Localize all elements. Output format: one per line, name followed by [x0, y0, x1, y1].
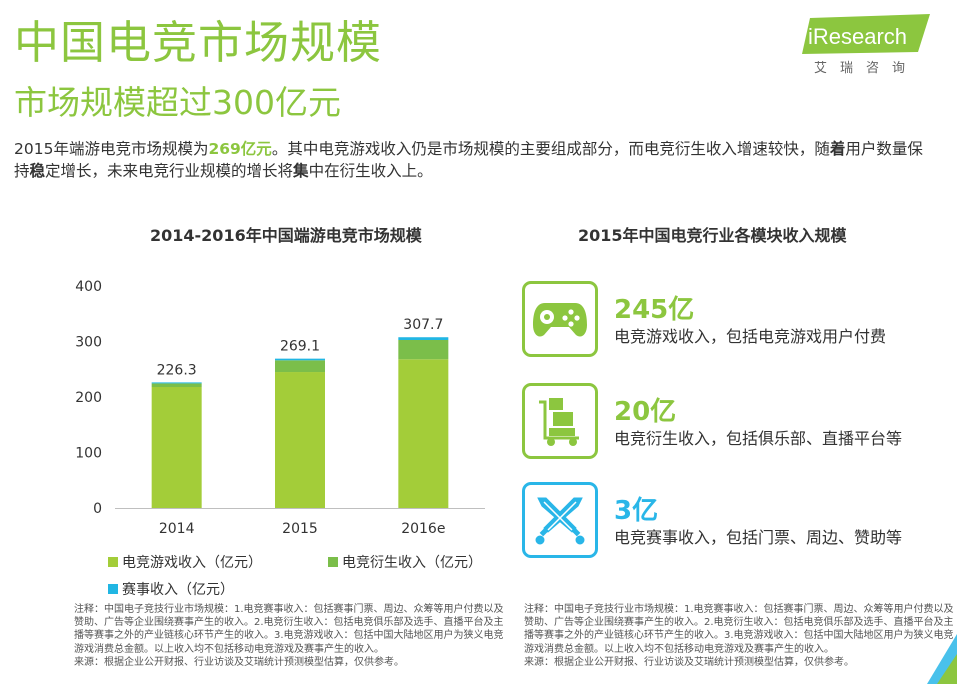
legend-swatch-derivative: [328, 557, 338, 567]
bar-derivative-2014: [151, 383, 202, 388]
legend-item-event: 赛事收入（亿元）: [108, 579, 234, 599]
right-note-text: 注释：中国电子竞技行业市场规模：1.电竞赛事收入：包括赛事门票、周边、众筹等用户…: [524, 604, 954, 655]
bar-total-label: 269.1: [280, 339, 320, 355]
corner-decoration-icon: [927, 634, 957, 684]
intro-bold-1: 着: [829, 140, 846, 158]
intro-text-1: 2015年端游电竞市场规模为: [14, 140, 209, 158]
module-derivative-desc: 电竞衍生收入，包括俱乐部、直播平台等: [614, 429, 903, 448]
intro-text-4: 定增长，未来电竞行业规模的增长将: [45, 162, 294, 180]
y-tick-label: 300: [75, 335, 102, 351]
logo-brand-text: iResearch: [808, 24, 907, 49]
logo-banner-icon: iResearch: [802, 14, 930, 54]
bar-total-label: 307.7: [403, 317, 443, 333]
bar-derivative-2015: [275, 360, 325, 373]
left-note-text: 注释：中国电子竞技行业市场规模：1.电竞赛事收入：包括赛事门票、周边、众筹等用户…: [74, 604, 504, 655]
legend-label-game: 电竞游戏收入（亿元）: [122, 555, 262, 571]
x-tick-label: 2016e: [401, 521, 445, 537]
module-event-value: 3亿: [614, 496, 659, 526]
y-tick-label: 200: [75, 390, 102, 406]
cargo-trolley-icon: [522, 383, 598, 459]
module-game-desc: 电竞游戏收入，包括电竞游戏用户付费: [614, 327, 887, 346]
intro-bold-3: 集: [293, 162, 309, 180]
module-game-value: 245亿: [614, 295, 695, 325]
x-tick-label: 2015: [282, 521, 318, 537]
x-tick-label: 2014: [159, 521, 195, 537]
intro-text-2: 。其中电竞游戏收入仍是市场规模的主要组成部分，而电竞衍生收入增速较快，随: [271, 140, 830, 158]
y-tick-label: 400: [75, 279, 102, 295]
left-chart-title: 2014-2016年中国端游电竞市场规模: [150, 226, 422, 245]
module-event-desc: 电竞赛事收入，包括门票、周边、赞助等: [614, 528, 903, 547]
bar-event-2015: [275, 358, 325, 361]
bar-game-2015: [275, 372, 325, 508]
bar-game-2014: [151, 387, 202, 508]
right-note-source: 来源：根据企业公开财报、行业访谈及艾瑞统计预测模型估算，仅供参考。: [524, 656, 854, 668]
module-derivative-revenue: 20亿 电竞衍生收入，包括俱乐部、直播平台等: [522, 383, 942, 463]
page-subtitle: 市场规模超过300亿元: [14, 83, 341, 122]
bar-event-2014: [151, 382, 202, 384]
bar-event-2016e: [398, 337, 449, 341]
page-title: 中国电竞市场规模: [14, 16, 383, 69]
y-tick-label: 100: [75, 446, 102, 462]
left-note: 注释：中国电子竞技行业市场规模：1.电竞赛事收入：包括赛事门票、周边、众筹等用户…: [74, 603, 508, 669]
module-event-revenue: 3亿 电竞赛事收入，包括门票、周边、赞助等: [522, 482, 942, 562]
right-panel-title: 2015年中国电竞行业各模块收入规模: [578, 226, 847, 245]
market-size-bar-chart: 0 100 200 300 400 226.3 2014 269.1 2015 307.7 2016…: [75, 279, 485, 537]
crossed-swords-icon: [522, 482, 598, 558]
legend-label-event: 赛事收入（亿元）: [122, 582, 234, 598]
legend-swatch-game: [108, 557, 118, 567]
right-note: 注释：中国电子竞技行业市场规模：1.电竞赛事收入：包括赛事门票、周边、众筹等用户…: [524, 603, 957, 669]
logo-cn-name: 艾瑞咨询: [814, 61, 919, 76]
intro-highlight: 269亿元: [208, 140, 272, 158]
intro-text-5: 中在衍生收入上。: [308, 162, 433, 180]
bar-game-2016e: [398, 359, 449, 508]
legend-swatch-event: [108, 584, 118, 594]
module-game-revenue: 245亿 电竞游戏收入，包括电竞游戏用户付费: [522, 281, 942, 361]
iresearch-logo: iResearch: [800, 14, 940, 78]
bar-derivative-2016e: [398, 340, 449, 360]
intro-bold-2: 稳: [29, 162, 46, 180]
y-tick-label: 0: [93, 501, 102, 517]
module-derivative-value: 20亿: [614, 397, 677, 427]
left-note-source: 来源：根据企业公开财报、行业访谈及艾瑞统计预测模型估算，仅供参考。: [74, 656, 404, 668]
bar-total-label: 226.3: [157, 362, 197, 378]
intro-paragraph: 2015年端游电竞市场规模为269亿元。其中电竞游戏收入仍是市场规模的主要组成部…: [14, 138, 934, 182]
legend-item-derivative: 电竞衍生收入（亿元）: [328, 552, 482, 572]
gamepad-icon: [522, 281, 598, 357]
legend-label-derivative: 电竞衍生收入（亿元）: [342, 555, 482, 571]
legend-item-game: 电竞游戏收入（亿元）: [108, 552, 262, 572]
intro-text-3: 用户数量保持: [14, 140, 923, 180]
